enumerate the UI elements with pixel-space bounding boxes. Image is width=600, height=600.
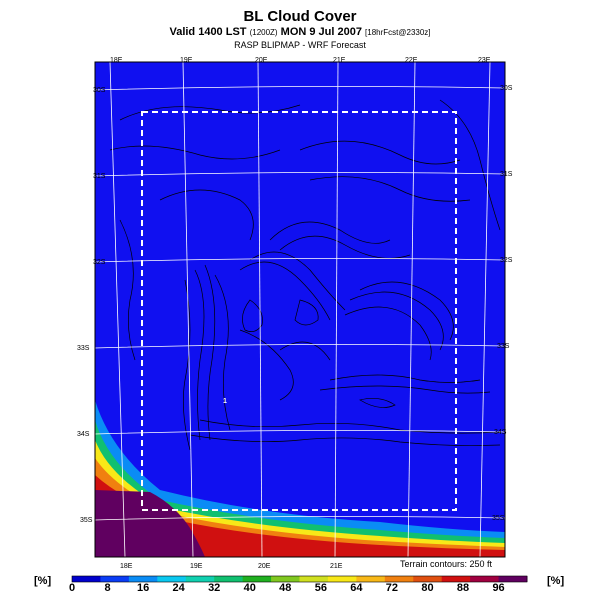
map-background — [95, 62, 505, 557]
lat-lon-grid — [95, 62, 505, 557]
cloud-band-red — [95, 475, 505, 557]
colorbar-unit-right: [%] — [547, 575, 564, 587]
lat-label: 31S — [500, 171, 513, 178]
colorbar-tick-label: 40 — [244, 582, 256, 594]
colorbar-swatch — [327, 576, 357, 582]
forecast-source: RASP BLIPMAP - WRF Forecast — [234, 40, 366, 50]
colorbar-swatch — [72, 576, 101, 582]
colorbar-tick-label: 0 — [69, 582, 75, 594]
lon-label: 21E — [330, 563, 343, 570]
lon-label: 20E — [255, 57, 268, 64]
colorbar-swatch — [271, 576, 300, 582]
lon-label: 22E — [405, 57, 418, 64]
lon-label: 23E — [478, 57, 491, 64]
top-lon-labels: 18E 19E 20E 21E 22E 23E — [110, 57, 491, 64]
colorbar-tick-labels: 0 8 16 24 32 40 48 56 64 72 80 88 96 — [69, 582, 505, 594]
colorbar-swatch — [498, 576, 528, 582]
lat-label: 32S — [500, 257, 513, 264]
lat-label: 33S — [497, 343, 510, 350]
colorbar-swatch — [185, 576, 215, 582]
lat-label: 35S — [492, 515, 505, 522]
colorbar-tick-label: 16 — [137, 582, 149, 594]
cloud-band-purple — [95, 490, 205, 557]
colorbar-unit-left: [%] — [34, 575, 51, 587]
colorbar-swatch — [441, 576, 471, 582]
lon-label: 19E — [180, 57, 193, 64]
colorbar-tick-label: 72 — [386, 582, 398, 594]
lon-label: 21E — [333, 57, 346, 64]
lon-label: 20E — [258, 563, 271, 570]
lat-label: 34S — [494, 429, 507, 436]
lat-label: 31S — [93, 173, 106, 180]
terrain-contour-note: Terrain contours: 250 ft — [400, 559, 493, 569]
lat-label: 30S — [500, 85, 513, 92]
colorbar-tick-label: 88 — [457, 582, 469, 594]
colorbar-frame — [71, 575, 528, 583]
colorbar-swatch — [299, 576, 329, 582]
valid-time: Valid 1400 LST — [169, 26, 247, 38]
valid-utc: (1200Z) — [249, 28, 278, 37]
colorbar-swatch — [128, 576, 158, 582]
colorbar-swatch — [242, 576, 272, 582]
colorbar-swatch — [100, 576, 130, 582]
colorbar-tick-label: 56 — [315, 582, 327, 594]
map-frame — [94, 61, 506, 558]
colorbar-swatch — [470, 576, 500, 582]
colorbar-swatch — [214, 576, 244, 582]
map-title: BL Cloud Cover — [243, 8, 357, 25]
left-lat-labels: 30S 31S 32S 33S 34S 35S — [77, 87, 106, 524]
colorbar-swatch — [356, 576, 386, 582]
site-marker-label: 1 — [223, 398, 227, 405]
colorbar-tick-label: 24 — [173, 582, 186, 594]
colorbar-swatch — [413, 576, 443, 582]
bottom-lon-labels: 18E 19E 20E 21E — [120, 563, 343, 570]
forecast-hour: [18hrFcst@2330z] — [365, 28, 431, 37]
colorbar-tick-label: 8 — [104, 582, 110, 594]
lat-label: 32S — [93, 259, 106, 266]
valid-time-line: Valid 1400 LST (1200Z) MON 9 Jul 2007 [1… — [0, 26, 600, 38]
colorbar — [71, 575, 528, 583]
lat-label: 35S — [80, 517, 93, 524]
valid-date: MON 9 Jul 2007 — [280, 26, 362, 38]
colorbar-swatch — [157, 576, 187, 582]
lon-label: 18E — [110, 57, 123, 64]
lon-label: 18E — [120, 563, 133, 570]
lat-label: 30S — [93, 87, 106, 94]
lat-label: 33S — [77, 345, 90, 352]
colorbar-tick-label: 64 — [350, 582, 363, 594]
colorbar-swatch — [384, 576, 414, 582]
colorbar-tick-label: 32 — [208, 582, 220, 594]
colorbar-tick-label: 48 — [279, 582, 291, 594]
lat-label: 34S — [77, 431, 90, 438]
colorbar-tick-label: 80 — [421, 582, 433, 594]
inner-domain-boundary — [141, 111, 457, 511]
terrain-contours — [109, 99, 501, 451]
lon-label: 19E — [190, 563, 203, 570]
colorbar-tick-label: 96 — [492, 582, 504, 594]
right-lat-labels: 30S 31S 32S 33S 34S 35S — [492, 85, 513, 522]
map-area: 1 — [95, 62, 505, 557]
